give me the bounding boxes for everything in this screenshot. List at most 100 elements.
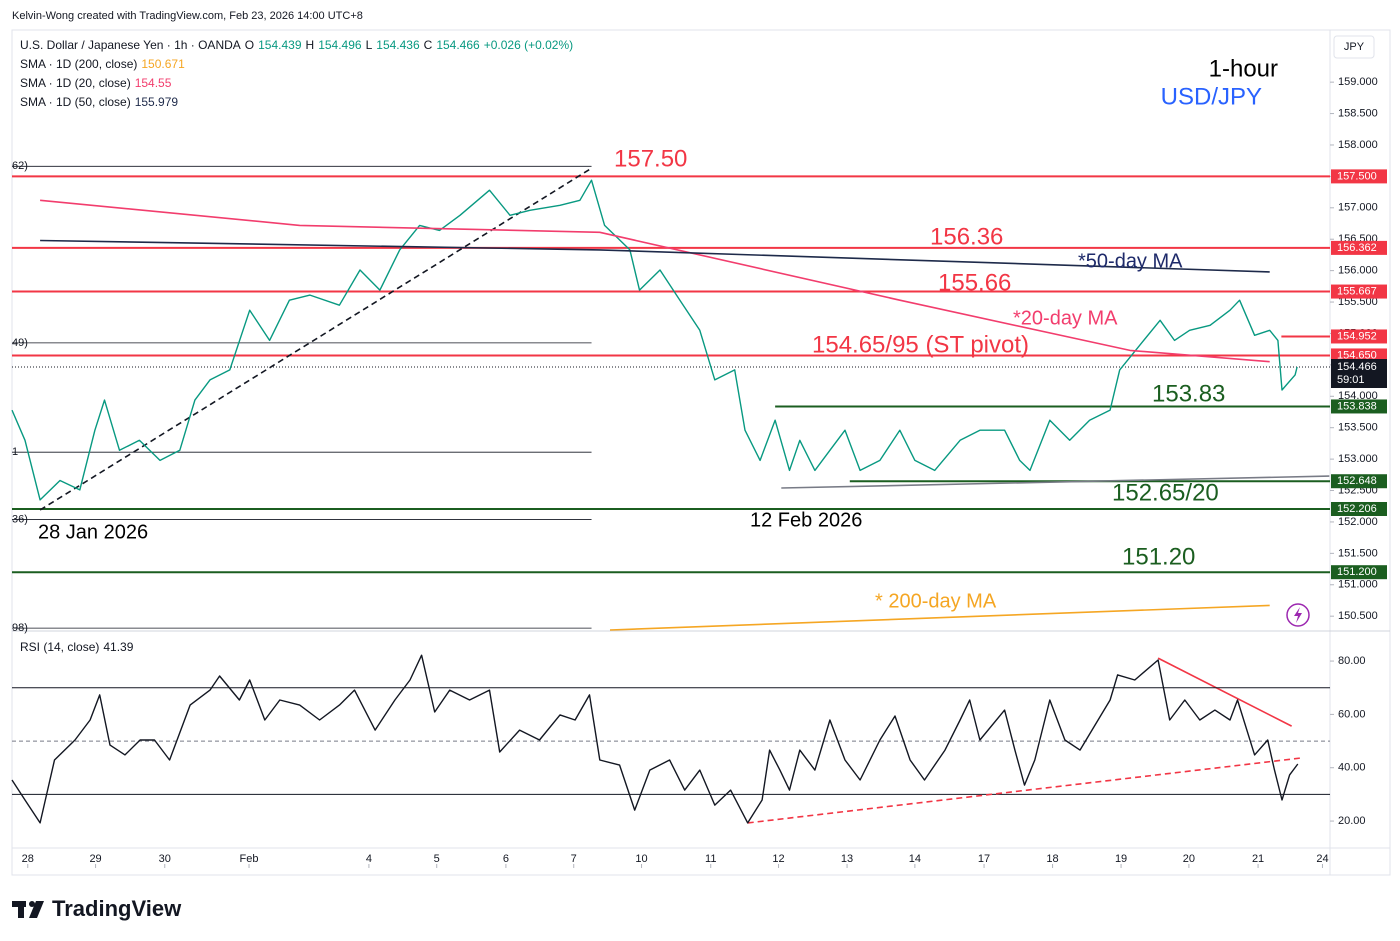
y-tick-label: 156.000	[1338, 265, 1378, 277]
plot	[12, 165, 1330, 629]
level-box-label: 154.952	[1337, 330, 1377, 342]
level-box	[1331, 474, 1387, 489]
ohlc-value: 154.496	[318, 38, 362, 52]
legend-value: 154.55	[135, 76, 172, 90]
title: 1-hour	[1209, 55, 1278, 82]
annotation: 152.65/20	[1112, 479, 1219, 506]
level-box-label: 155.667	[1337, 285, 1377, 297]
ma-line	[40, 239, 1270, 273]
x-tick-label: 24	[1316, 853, 1328, 865]
unit-box	[1333, 35, 1375, 59]
level-box	[1331, 348, 1387, 363]
level-box	[1331, 284, 1387, 299]
x-tick-label: 14	[909, 853, 921, 865]
level-box	[1331, 399, 1387, 414]
legend-name: SMA · 1D (20, close)	[20, 76, 131, 90]
brand: TradingView	[52, 896, 182, 921]
annotation: 155.66	[938, 269, 1011, 296]
y-tick-label: 153.000	[1338, 453, 1378, 465]
x-tick-label: 13	[841, 853, 853, 865]
level-box	[1331, 565, 1387, 580]
trendline	[747, 757, 1300, 824]
ohlc-name: C	[424, 38, 433, 52]
logo-slash	[29, 901, 44, 918]
ohlc-name: H	[306, 38, 315, 52]
x-tick-label: 17	[978, 853, 990, 865]
level-box-label: 153.838	[1337, 400, 1377, 412]
ohlc-value: 154.439	[258, 38, 302, 52]
trendline	[781, 475, 1330, 489]
fib-label: 1	[12, 446, 18, 458]
y-tick-label: 153.500	[1338, 422, 1378, 434]
legend-value: 150.671	[141, 57, 185, 71]
x-tick-label: 21	[1252, 853, 1264, 865]
y-tick-label: 158.000	[1338, 139, 1378, 151]
ma-line	[609, 604, 1270, 631]
y-tick-label: 40.00	[1338, 762, 1366, 774]
y-tick-label: 154.000	[1338, 390, 1378, 402]
ohlc-value: 154.466	[436, 38, 480, 52]
annotation: 154.65/95 (ST pivot)	[812, 331, 1029, 358]
logo-stem	[18, 901, 24, 918]
subtitle: USD/JPY	[1161, 83, 1262, 110]
x-tick-label: 20	[1183, 853, 1195, 865]
rsi-value: 41.39	[103, 640, 133, 654]
x-tick-label: 12	[772, 853, 784, 865]
fib-label: 62)	[12, 160, 28, 172]
x-tick-label: 11	[705, 853, 716, 865]
level-box	[1331, 240, 1387, 255]
x-tick-label: 4	[366, 853, 372, 865]
logo-dot	[29, 901, 35, 907]
y-tick-label: 60.00	[1338, 708, 1366, 720]
change: +0.026 (+0.02%)	[484, 38, 573, 52]
y-tick-label: 159.000	[1338, 76, 1378, 88]
y-tick-label: 151.500	[1338, 547, 1378, 559]
ohlc-name: O	[245, 38, 254, 52]
current-price-label: 154.466	[1337, 361, 1377, 373]
annotation: 153.83	[1152, 380, 1225, 407]
x-tick-label: 28	[22, 853, 34, 865]
level-box-label: 157.500	[1337, 170, 1377, 182]
alert-bolt	[1294, 607, 1302, 623]
symbol-name: U.S. Dollar / Japanese Yen · 1h · OANDA	[20, 38, 241, 52]
level-box	[1331, 169, 1387, 184]
trendline	[39, 167, 592, 511]
y-tick-label: 152.000	[1338, 516, 1378, 528]
price-line	[11, 654, 1299, 824]
y-tick-label: 158.500	[1338, 107, 1378, 119]
x-tick-label: 29	[89, 853, 101, 865]
level-box-label: 154.650	[1337, 349, 1377, 361]
annotation: *50-day MA	[1078, 250, 1183, 272]
y-tick-label: 20.00	[1338, 815, 1366, 827]
trendline	[1157, 657, 1293, 727]
plot	[12, 657, 1330, 824]
rsi-title: RSI (14, close)	[20, 640, 99, 654]
ma-line	[40, 199, 1270, 363]
y-tick-label: 80.00	[1338, 655, 1366, 667]
level-box	[1331, 501, 1387, 516]
annotation: * 200-day MA	[875, 590, 997, 612]
level-box-label: 156.362	[1337, 242, 1377, 254]
ohlc-name: L	[366, 38, 373, 52]
annotation: 151.20	[1122, 543, 1195, 570]
legend-name: SMA · 1D (200, close)	[20, 57, 137, 71]
annotation: 156.36	[930, 223, 1003, 250]
credit: Kelvin-Wong created with TradingView.com…	[12, 10, 363, 22]
x-tick-label: Feb	[240, 853, 259, 865]
annotation: 157.50	[614, 145, 687, 172]
ohlc-value: 154.436	[376, 38, 420, 52]
current-price-box	[1331, 359, 1387, 389]
fib-label: 36)	[12, 513, 28, 525]
x-tick-label: 5	[434, 853, 440, 865]
y-tick-label: 151.000	[1338, 579, 1378, 591]
x-tick-label: 7	[571, 853, 577, 865]
price-line	[11, 179, 1298, 501]
x-tick-label: 30	[159, 853, 171, 865]
annotation: *20-day MA	[1013, 307, 1118, 329]
fib-label: 49)	[12, 337, 28, 349]
x-tick-label: 6	[503, 853, 509, 865]
level-box-label: 151.200	[1337, 566, 1377, 578]
